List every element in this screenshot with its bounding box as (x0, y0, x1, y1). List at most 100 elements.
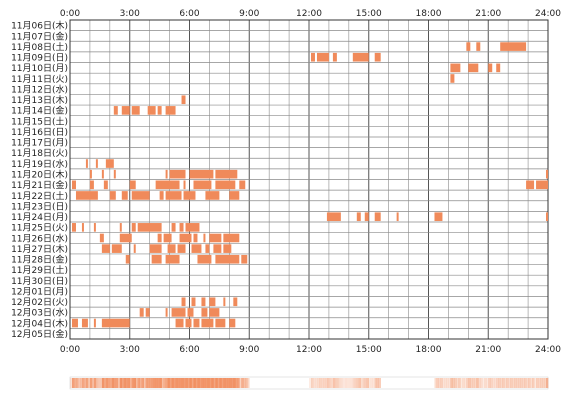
density-cell (490, 378, 493, 388)
x-tick-label-bottom: 9:00 (239, 345, 259, 355)
activity-bar (71, 223, 76, 232)
activity-bar (165, 191, 182, 200)
density-cell (494, 378, 497, 388)
activity-bar (185, 223, 200, 232)
activity-bar (165, 169, 168, 179)
activity-bar (139, 308, 144, 317)
activity-bar (171, 308, 186, 317)
activity-bar (163, 233, 172, 243)
x-tick-label-top: 0:00 (60, 9, 80, 19)
density-cell (538, 378, 541, 388)
density-cell (364, 378, 368, 388)
activity-bar (113, 106, 118, 115)
activity-bar (179, 223, 184, 232)
activity-bar (496, 63, 501, 73)
activity-bar (183, 180, 186, 190)
density-cell (316, 378, 320, 388)
row-label: 11月14日(金) (11, 105, 68, 117)
density-cell (247, 378, 250, 388)
density-cell (99, 378, 103, 388)
density-cell (111, 378, 115, 388)
density-cell (221, 378, 224, 388)
density-cell (159, 378, 162, 388)
activity-bar (149, 244, 162, 253)
activity-bar (500, 42, 527, 51)
activity-bar (131, 191, 150, 200)
density-cell (195, 378, 198, 388)
density-cell (127, 378, 131, 388)
activity-bar (191, 244, 202, 253)
density-cell (103, 378, 107, 388)
row-label: 11月30日(日) (11, 276, 68, 287)
density-cell (452, 378, 455, 388)
density-cell (528, 378, 531, 388)
density-cell (518, 378, 521, 388)
density-cell (191, 378, 194, 388)
density-cell (211, 378, 214, 388)
row-label: 11月15日(土) (11, 115, 68, 127)
density-cell (199, 378, 202, 388)
density-cell (113, 378, 117, 388)
density-cell (101, 378, 105, 388)
density-cell (448, 378, 451, 388)
density-cell (189, 378, 192, 388)
density-strip (69, 376, 549, 390)
density-cell (149, 378, 152, 388)
density-cell (135, 378, 139, 388)
density-cell (161, 378, 164, 388)
density-cell (133, 378, 137, 388)
density-cell (334, 378, 338, 388)
density-cell (205, 378, 208, 388)
activity-bar (546, 212, 548, 222)
row-label: 11月28日(金) (11, 254, 68, 266)
density-cell (524, 378, 527, 388)
x-tick-label-bottom: 18:00 (416, 345, 442, 355)
density-cell (508, 378, 511, 388)
density-cell (454, 378, 457, 388)
activity-bar (536, 180, 548, 190)
activity-bar (215, 318, 226, 328)
activity-bar (131, 223, 136, 232)
row-label: 11月08日(土) (11, 41, 68, 53)
density-cell (233, 378, 236, 388)
density-cell (486, 378, 489, 388)
activity-bar (223, 297, 226, 307)
density-cell (203, 378, 206, 388)
density-cell (215, 378, 218, 388)
density-cell (514, 378, 517, 388)
density-cell (366, 378, 370, 388)
x-tick-label-top: 21:00 (475, 9, 501, 19)
activity-bar (121, 191, 128, 200)
density-cell (496, 378, 499, 388)
row-label: 11月19日(水) (11, 158, 68, 170)
activity-bar (205, 191, 220, 200)
density-cell (81, 378, 85, 388)
density-cell (522, 378, 525, 388)
density-cell (175, 378, 178, 388)
density-cell (526, 378, 529, 388)
activity-bar (121, 106, 130, 115)
density-cell (320, 378, 324, 388)
density-cell (117, 378, 121, 388)
density-cell (167, 378, 170, 388)
row-label: 11月06日(木) (11, 20, 68, 32)
activity-bar (133, 244, 136, 253)
activity-bar (165, 308, 168, 317)
row-label: 11月17日(月) (11, 138, 68, 149)
activity-bar (201, 308, 208, 317)
density-cell (107, 378, 111, 388)
density-cell (123, 378, 127, 388)
row-label: 11月13日(木) (11, 94, 68, 106)
activity-bar (191, 297, 196, 307)
density-cell (354, 378, 358, 388)
activity-bar (241, 254, 248, 264)
density-cell (310, 378, 314, 388)
density-cell (474, 378, 477, 388)
density-cell (462, 378, 465, 388)
density-cell (83, 378, 87, 388)
density-cell (480, 378, 483, 388)
activity-bar (187, 308, 194, 317)
density-cell (187, 378, 190, 388)
activity-bar (159, 191, 164, 200)
row-label: 11月26日(水) (11, 232, 68, 244)
